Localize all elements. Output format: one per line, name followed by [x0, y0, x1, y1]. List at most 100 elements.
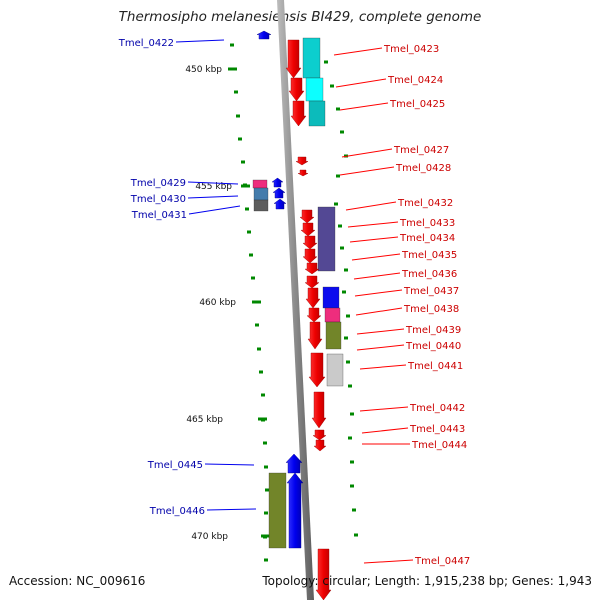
leader-line: [187, 195, 239, 199]
cog-bar: [268, 472, 287, 549]
leader-line: [359, 364, 407, 370]
gene-label-reverse: Tmel_0428: [395, 163, 451, 174]
gene-label-forward: Tmel_0422: [118, 38, 174, 49]
scale-tick: [350, 484, 354, 488]
cog-bar: [317, 206, 336, 272]
scale-tick: [336, 174, 340, 178]
forward-gene: [273, 198, 287, 210]
scale-tick: [230, 43, 234, 47]
scale-tick: [324, 60, 328, 64]
gene-label-reverse: Tmel_0447: [414, 556, 470, 567]
leader-line: [355, 307, 403, 316]
scale-tick: [245, 207, 249, 211]
cog-bar: [324, 307, 341, 323]
leader-line: [354, 289, 403, 297]
gene-label-reverse: Tmel_0423: [383, 44, 439, 55]
cog-bar: [252, 179, 268, 189]
scale-tick: [338, 224, 342, 228]
gene-label-reverse: Tmel_0436: [401, 269, 457, 280]
forward-gene: [285, 453, 303, 474]
reverse-gene: [306, 307, 322, 323]
reverse-gene: [304, 262, 320, 275]
leader-line: [339, 102, 389, 111]
gene-label-reverse: Tmel_0441: [407, 361, 463, 372]
scale-tick: [346, 314, 350, 318]
scale-tick: [263, 441, 267, 445]
scale-tick: [354, 533, 358, 537]
gene-label-reverse: Tmel_0434: [399, 233, 455, 244]
scale-tick: [238, 137, 242, 141]
gene-label-reverse: Tmel_0439: [405, 325, 461, 336]
scale-tick: [350, 412, 354, 416]
scale-tick-major: [258, 417, 267, 421]
scale-tick-major: [228, 67, 237, 71]
reverse-gene: [311, 391, 327, 429]
cog-bar: [326, 353, 344, 387]
leader-line: [347, 221, 399, 228]
scale-label: 460 kbp: [199, 298, 236, 308]
scale-tick: [259, 370, 263, 374]
scale-tick-major: [241, 184, 250, 188]
gene-label-reverse: Tmel_0440: [405, 341, 461, 352]
gene-label-forward: Tmel_0445: [147, 460, 203, 471]
scale-tick: [265, 488, 269, 492]
reverse-gene: [313, 439, 327, 452]
cog-bar: [325, 321, 342, 350]
scale-tick: [348, 436, 352, 440]
reverse-gene: [302, 248, 318, 264]
leader-line: [204, 463, 255, 466]
reverse-gene: [305, 287, 321, 309]
gene-label-forward: Tmel_0446: [149, 506, 205, 517]
gene-label-reverse: Tmel_0444: [411, 440, 467, 451]
gene-label-forward: Tmel_0431: [131, 210, 187, 221]
scale-label: 455 kbp: [195, 182, 232, 192]
scale-tick-major: [261, 534, 270, 538]
scale-tick: [236, 114, 240, 118]
cog-bar: [253, 199, 269, 212]
leader-line: [363, 559, 414, 564]
scale-tick: [346, 360, 350, 364]
cog-bar: [305, 77, 324, 102]
scale-tick-major: [252, 300, 261, 304]
gene-label-reverse: Tmel_0424: [387, 75, 443, 86]
leader-line: [349, 236, 399, 243]
leader-line: [359, 406, 409, 412]
forward-gene: [256, 30, 272, 40]
reverse-gene: [307, 321, 323, 350]
leader-line: [356, 344, 405, 351]
reverse-gene: [300, 222, 316, 237]
reverse-gene: [285, 39, 302, 79]
scale-tick: [340, 130, 344, 134]
leader-line: [341, 148, 393, 158]
leader-line: [351, 253, 401, 261]
accession-text: Accession: NC_009616: [9, 574, 146, 588]
reverse-gene: [297, 169, 309, 177]
reverse-gene: [312, 429, 327, 441]
scale-tick: [234, 90, 238, 94]
leader-line: [335, 78, 387, 88]
forward-gene: [286, 472, 304, 549]
gene-label-reverse: Tmel_0443: [409, 424, 465, 435]
leader-line: [187, 181, 239, 185]
cog-bar: [253, 187, 269, 201]
scale-tick: [257, 347, 261, 351]
scale-tick: [241, 160, 245, 164]
gene-label-reverse: Tmel_0427: [393, 145, 449, 156]
scale-tick: [251, 276, 255, 280]
scale-tick: [352, 508, 356, 512]
leader-line: [188, 205, 241, 215]
cog-bar: [308, 100, 326, 127]
scale-tick: [264, 511, 268, 515]
scale-tick: [336, 107, 340, 111]
scale-tick: [334, 202, 338, 206]
genome-backbone: [277, 0, 314, 600]
gene-label-reverse: Tmel_0435: [401, 250, 457, 261]
scale-tick: [255, 323, 259, 327]
gene-label-reverse: Tmel_0442: [409, 403, 465, 414]
gene-label-reverse: Tmel_0433: [399, 218, 455, 229]
scale-tick: [249, 253, 253, 257]
reverse-gene: [288, 77, 305, 102]
scale-tick: [342, 290, 346, 294]
leader-line: [353, 272, 401, 280]
